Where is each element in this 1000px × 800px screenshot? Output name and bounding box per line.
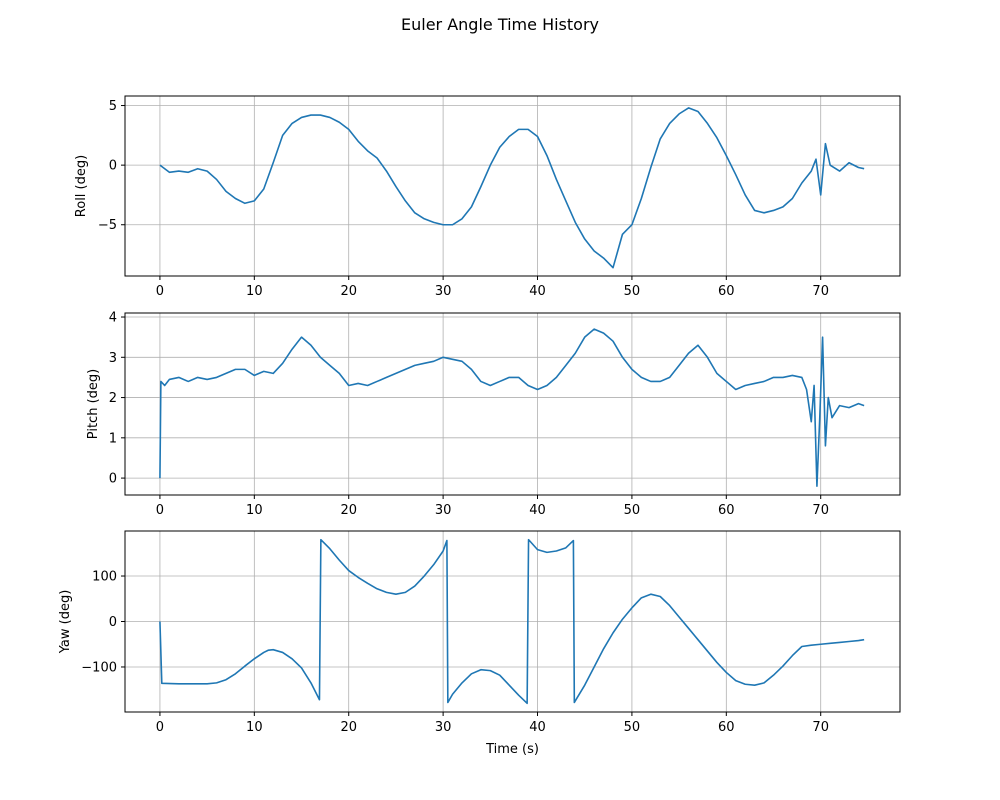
yaw-xtick-label: 10 <box>246 720 263 735</box>
yaw-xtick-label: 20 <box>340 720 357 735</box>
yaw-ylabel: Yaw (deg) <box>58 590 73 655</box>
pitch-ytick-label: 4 <box>109 311 117 326</box>
yaw-xtick-label: 0 <box>156 720 164 735</box>
yaw-ytick-label: 0 <box>109 615 117 630</box>
yaw-ytick-label: 100 <box>92 570 117 585</box>
pitch-ytick-label: 3 <box>109 351 117 366</box>
pitch-ytick-label: 0 <box>109 472 117 487</box>
yaw-series-line <box>159 538 865 705</box>
roll-xtick-label: 10 <box>246 284 263 299</box>
yaw-xlabel: Time (s) <box>485 742 539 757</box>
yaw-xtick-label: 60 <box>718 720 735 735</box>
pitch-xtick-label: 0 <box>156 503 164 518</box>
pitch-xtick-label: 40 <box>529 503 546 518</box>
roll-ytick-label: −5 <box>98 218 117 233</box>
roll-xtick-label: 50 <box>624 284 641 299</box>
pitch-xtick-label: 70 <box>812 503 829 518</box>
pitch-series-line <box>159 328 865 487</box>
pitch-axes-frame <box>124 312 901 496</box>
pitch-xtick-label: 50 <box>624 503 641 518</box>
pitch-xtick-label: 20 <box>340 503 357 518</box>
yaw-xtick-label: 70 <box>812 720 829 735</box>
roll-xtick-label: 30 <box>435 284 452 299</box>
roll-axes-frame <box>124 95 901 277</box>
roll-xtick-label: 70 <box>812 284 829 299</box>
roll-ytick-label: 5 <box>109 99 117 114</box>
roll-subplot: 0 10 20 30 40 50 60 70 −5 0 5 Roll (deg) <box>74 95 901 299</box>
pitch-xtick-label: 10 <box>246 503 263 518</box>
roll-series-line <box>159 107 865 269</box>
roll-ytick-label: 0 <box>109 159 117 174</box>
pitch-ytick-label: 1 <box>109 431 117 446</box>
figure-title: Euler Angle Time History <box>401 15 599 34</box>
pitch-xtick-label: 60 <box>718 503 735 518</box>
yaw-ytick-label: −100 <box>81 660 117 675</box>
pitch-ylabel: Pitch (deg) <box>86 369 101 439</box>
roll-xtick-label: 0 <box>156 284 164 299</box>
roll-xtick-label: 60 <box>718 284 735 299</box>
yaw-xtick-label: 40 <box>529 720 546 735</box>
pitch-subplot: 0 10 20 30 40 50 60 70 0 1 2 3 4 Pitch (deg) <box>86 311 901 518</box>
yaw-subplot: 0 10 20 30 40 50 60 70 −100 0 100 Yaw (deg) Time (s) <box>58 530 901 757</box>
roll-xtick-label: 20 <box>340 284 357 299</box>
yaw-xtick-label: 50 <box>624 720 641 735</box>
roll-xtick-label: 40 <box>529 284 546 299</box>
pitch-xtick-label: 30 <box>435 503 452 518</box>
yaw-xtick-label: 30 <box>435 720 452 735</box>
pitch-ytick-label: 2 <box>109 391 117 406</box>
roll-ylabel: Roll (deg) <box>74 155 89 217</box>
